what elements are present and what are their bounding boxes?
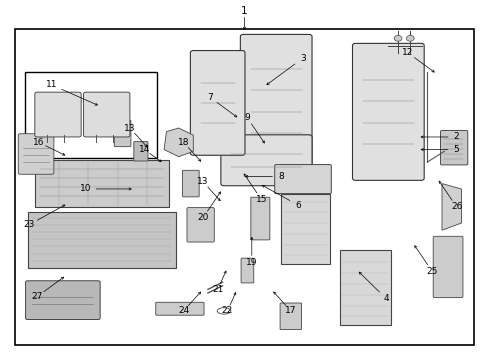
Text: 22: 22: [222, 306, 233, 315]
Text: 18: 18: [178, 138, 189, 147]
Bar: [27, 212, 176, 268]
FancyBboxPatch shape: [440, 131, 467, 165]
Circle shape: [406, 36, 413, 41]
Text: 10: 10: [80, 184, 92, 193]
FancyBboxPatch shape: [18, 134, 54, 174]
FancyBboxPatch shape: [114, 120, 131, 147]
FancyBboxPatch shape: [250, 197, 269, 240]
FancyBboxPatch shape: [240, 35, 311, 168]
Text: 13: 13: [197, 177, 208, 186]
Bar: [35, 160, 168, 207]
Text: 7: 7: [207, 93, 213, 102]
FancyBboxPatch shape: [35, 92, 81, 137]
Text: 27: 27: [32, 292, 43, 301]
Text: 17: 17: [285, 306, 296, 315]
Polygon shape: [441, 184, 461, 230]
FancyBboxPatch shape: [25, 281, 100, 319]
FancyBboxPatch shape: [241, 258, 253, 283]
Text: 19: 19: [245, 258, 257, 267]
Text: 6: 6: [295, 201, 301, 210]
Text: 9: 9: [244, 113, 249, 122]
Circle shape: [393, 36, 401, 41]
FancyBboxPatch shape: [352, 43, 423, 180]
Text: 12: 12: [401, 48, 413, 57]
Text: 1: 1: [241, 6, 247, 17]
Text: 5: 5: [453, 145, 459, 154]
FancyBboxPatch shape: [83, 92, 130, 137]
Text: 3: 3: [300, 54, 305, 63]
FancyBboxPatch shape: [190, 50, 244, 155]
FancyBboxPatch shape: [134, 141, 148, 161]
Text: 23: 23: [23, 220, 35, 229]
Text: 25: 25: [426, 267, 437, 276]
Bar: [15, 30, 473, 345]
FancyBboxPatch shape: [274, 165, 330, 194]
FancyBboxPatch shape: [221, 135, 311, 186]
Text: 4: 4: [382, 294, 388, 303]
FancyBboxPatch shape: [432, 236, 462, 298]
Text: 14: 14: [139, 145, 150, 154]
Text: 26: 26: [450, 202, 461, 211]
FancyBboxPatch shape: [156, 302, 203, 315]
Bar: [339, 250, 390, 325]
FancyBboxPatch shape: [182, 170, 199, 197]
Bar: [25, 72, 157, 158]
Text: 11: 11: [46, 81, 58, 90]
Text: 16: 16: [33, 138, 44, 147]
Text: 13: 13: [124, 123, 135, 132]
FancyBboxPatch shape: [280, 303, 301, 329]
Text: 8: 8: [278, 172, 284, 181]
Text: 2: 2: [453, 132, 459, 141]
Text: 21: 21: [212, 285, 223, 294]
Bar: [281, 194, 329, 264]
Text: 20: 20: [197, 213, 208, 222]
Polygon shape: [163, 128, 193, 157]
Text: 15: 15: [255, 195, 267, 204]
Text: 24: 24: [178, 306, 189, 315]
FancyBboxPatch shape: [186, 208, 214, 242]
